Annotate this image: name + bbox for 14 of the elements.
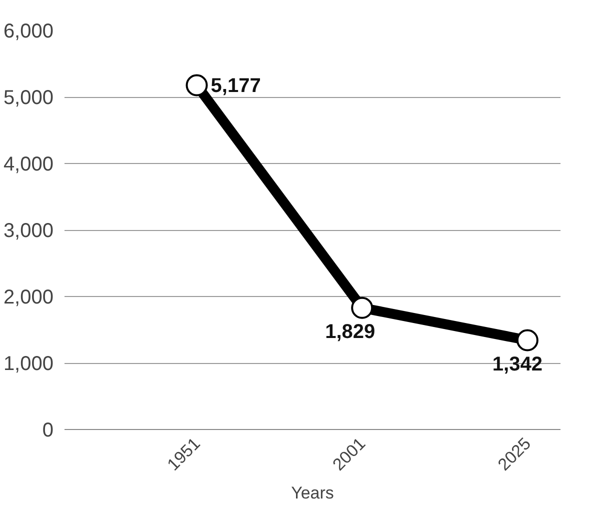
point [516,329,538,352]
point [351,296,374,319]
y-tick-label: 6,000 [3,20,54,42]
y-tick-label: 0 [42,420,54,442]
y-tick-label: 4,000 [3,154,54,176]
data-label: 1,829 [325,320,376,343]
y-tick-label: 5,000 [3,87,54,109]
y-tick-label: 1,000 [3,353,54,375]
y-tick-label: 2,000 [3,286,54,308]
data-label: 1,342 [492,353,542,376]
data-label: 5,177 [210,75,261,98]
point [186,74,208,96]
x-axis-title: Years [291,484,334,503]
y-tick-label: 3,000 [3,220,54,242]
